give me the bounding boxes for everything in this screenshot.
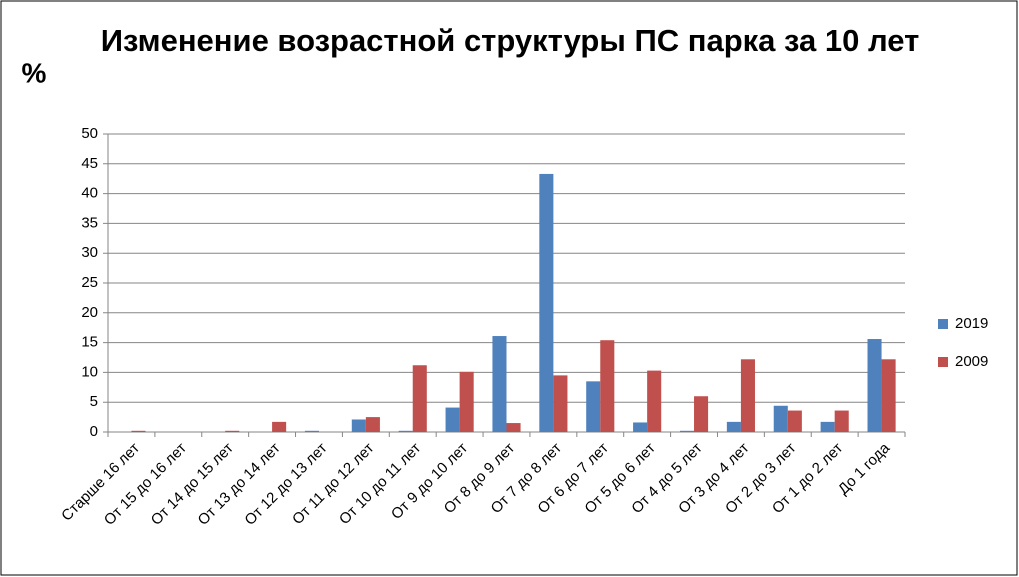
x-tick-label: От 12 до 13 лет	[241, 440, 330, 529]
y-tick-label: 10	[81, 363, 98, 380]
bar	[553, 375, 568, 432]
bar	[881, 359, 896, 432]
y-tick-label: 0	[90, 423, 98, 440]
y-tick-label: 35	[81, 214, 98, 231]
legend-swatch	[938, 319, 948, 329]
bar	[820, 421, 835, 432]
bar	[633, 422, 648, 432]
y-tick-label: 30	[81, 244, 98, 261]
y-axis-label: %	[22, 57, 47, 88]
bar	[445, 407, 460, 432]
bar	[600, 340, 615, 432]
y-tick-label: 40	[81, 185, 98, 202]
x-tick-label: От 13 до 14 лет	[195, 440, 284, 529]
bar	[539, 173, 554, 432]
bar	[726, 421, 741, 432]
bar	[272, 421, 287, 432]
bar	[304, 430, 319, 432]
chart-title: Изменение возрастной структуры ПС парка …	[100, 23, 920, 58]
y-tick-label: 15	[81, 334, 98, 351]
legend-swatch	[938, 357, 948, 367]
y-tick-label: 5	[90, 393, 98, 410]
bar	[506, 423, 521, 432]
y-tick-label: 25	[81, 274, 98, 291]
bar	[694, 396, 709, 432]
bar	[867, 339, 882, 432]
bar	[586, 381, 601, 432]
bar	[773, 405, 788, 432]
y-tick-label: 20	[81, 304, 98, 321]
bar	[740, 359, 755, 432]
x-tick-label: От 10 до 11 лет	[336, 440, 424, 528]
bar	[647, 370, 662, 432]
bar	[412, 365, 427, 432]
bar	[398, 430, 413, 432]
legend-label: 2009	[955, 353, 988, 370]
bar	[365, 417, 380, 432]
bar	[131, 430, 146, 432]
x-tick-label: От 14 до 15 лет	[148, 440, 237, 529]
bar	[787, 410, 802, 432]
legend-label: 2019	[955, 315, 988, 332]
bar	[459, 371, 474, 432]
bar	[679, 430, 695, 432]
x-tick-label: От 11 до 12 лет	[289, 440, 377, 528]
bar	[492, 336, 507, 432]
x-tick-label: Старше 16 лет	[58, 440, 143, 525]
bar	[351, 419, 366, 432]
x-tick-label: От 15 до 16 лет	[101, 440, 190, 529]
y-tick-label: 45	[81, 155, 98, 172]
y-tick-label: 50	[81, 125, 98, 142]
x-tick-label: До 1 года	[835, 439, 894, 498]
bar	[225, 430, 240, 432]
bar	[834, 410, 849, 432]
